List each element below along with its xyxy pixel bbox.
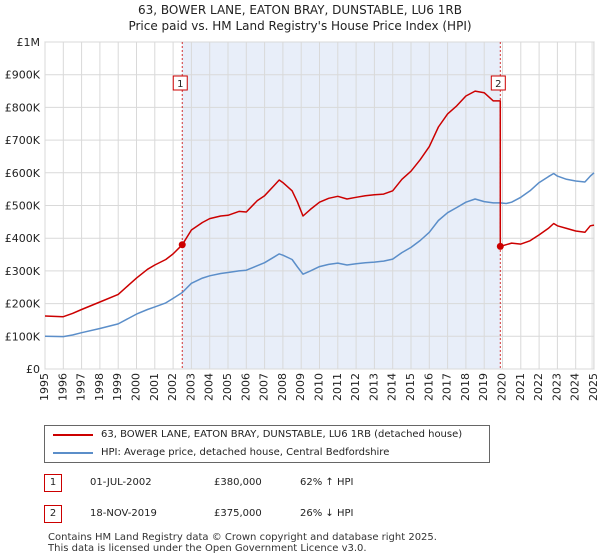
y-tick-label: £800K bbox=[5, 101, 41, 114]
price-chart: £0£100K£200K£300K£400K£500K£600K£700K£80… bbox=[0, 0, 600, 420]
y-tick-label: £400K bbox=[5, 232, 41, 245]
x-tick-label: 2022 bbox=[532, 373, 545, 401]
x-tick-label: 1999 bbox=[111, 373, 124, 401]
x-tick-label: 2005 bbox=[221, 373, 234, 401]
annotation-label: 1 bbox=[177, 79, 183, 90]
y-tick-label: £600K bbox=[5, 167, 41, 180]
y-tick-label: £900K bbox=[5, 69, 41, 82]
transaction-hpi-diff: 62% ↑ HPI bbox=[300, 474, 353, 492]
x-tick-label: 2023 bbox=[550, 373, 563, 401]
x-tick-label: 1995 bbox=[38, 373, 51, 401]
transaction-hpi-diff: 26% ↓ HPI bbox=[300, 505, 353, 523]
legend-swatch-hpi bbox=[53, 452, 93, 454]
x-tick-label: 2001 bbox=[148, 373, 161, 401]
legend: 63, BOWER LANE, EATON BRAY, DUNSTABLE, L… bbox=[44, 425, 490, 463]
x-tick-label: 2020 bbox=[496, 373, 509, 401]
transaction-marker: 1 bbox=[44, 474, 62, 492]
x-tick-label: 2006 bbox=[239, 373, 252, 401]
legend-label-property: 63, BOWER LANE, EATON BRAY, DUNSTABLE, L… bbox=[101, 426, 462, 444]
x-tick-label: 2015 bbox=[404, 373, 417, 401]
x-tick-label: 2002 bbox=[166, 373, 179, 401]
y-tick-label: £1M bbox=[17, 36, 41, 49]
x-tick-label: 2016 bbox=[422, 373, 435, 401]
x-tick-label: 2004 bbox=[203, 373, 216, 401]
x-tick-label: 2003 bbox=[184, 373, 197, 401]
y-tick-label: £100K bbox=[5, 330, 41, 343]
x-tick-label: 2010 bbox=[313, 373, 326, 401]
x-tick-label: 1998 bbox=[93, 373, 106, 401]
y-tick-label: £700K bbox=[5, 134, 41, 147]
y-tick-label: £500K bbox=[5, 200, 41, 213]
x-tick-label: 2007 bbox=[258, 373, 271, 401]
x-tick-label: 2017 bbox=[441, 373, 454, 401]
x-tick-label: 2013 bbox=[367, 373, 380, 401]
x-tick-label: 2009 bbox=[294, 373, 307, 401]
transaction-date: 01-JUL-2002 bbox=[90, 474, 152, 492]
x-tick-label: 2014 bbox=[386, 373, 399, 401]
transaction-marker: 2 bbox=[44, 505, 62, 523]
x-tick-label: 2025 bbox=[587, 373, 600, 401]
y-tick-label: £300K bbox=[5, 265, 41, 278]
sale-point bbox=[179, 241, 186, 248]
x-tick-label: 2024 bbox=[569, 373, 582, 401]
x-tick-label: 2012 bbox=[349, 373, 362, 401]
x-tick-label: 2018 bbox=[459, 373, 472, 401]
x-tick-label: 2019 bbox=[477, 373, 490, 401]
footer-line: Contains HM Land Registry data © Crown c… bbox=[48, 532, 437, 543]
annotation-label: 2 bbox=[495, 79, 501, 90]
x-tick-label: 2000 bbox=[130, 373, 143, 401]
x-tick-label: 2011 bbox=[331, 373, 344, 401]
x-tick-label: 2021 bbox=[514, 373, 527, 401]
legend-label-hpi: HPI: Average price, detached house, Cent… bbox=[101, 444, 389, 462]
x-tick-label: 2008 bbox=[276, 373, 289, 401]
transaction-price: £380,000 bbox=[214, 474, 262, 492]
transaction-date: 18-NOV-2019 bbox=[90, 505, 157, 523]
x-tick-label: 1996 bbox=[56, 373, 69, 401]
legend-swatch-property bbox=[53, 434, 93, 436]
sale-point bbox=[497, 243, 504, 250]
y-tick-label: £200K bbox=[5, 298, 41, 311]
footer-line: This data is licensed under the Open Gov… bbox=[48, 543, 437, 554]
x-tick-label: 1997 bbox=[75, 373, 88, 401]
transaction-price: £375,000 bbox=[214, 505, 262, 523]
footer: Contains HM Land Registry data © Crown c… bbox=[48, 532, 437, 554]
